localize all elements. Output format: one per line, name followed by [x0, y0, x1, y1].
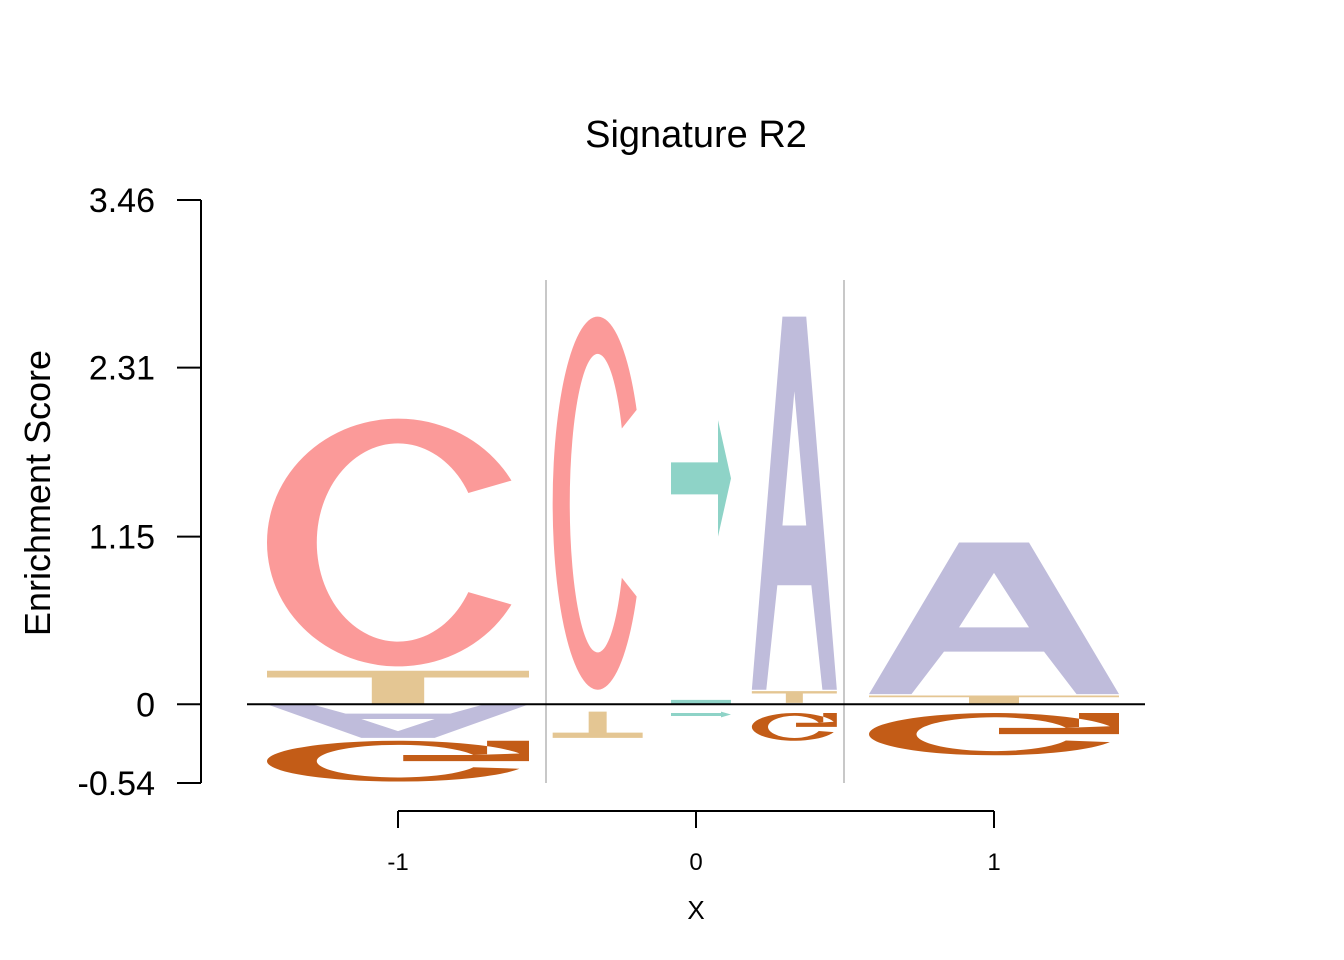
y-tick-label: 3.46	[89, 182, 155, 220]
glyph-c-upper	[552, 316, 637, 690]
arrow-icon	[671, 420, 731, 537]
arrow-small-upper-icon	[671, 699, 731, 705]
y-axis: 3.46 2.31 1.15 0 -0.54	[78, 182, 202, 803]
y-tick-label: 1.15	[89, 519, 155, 557]
glyph-a-lower	[267, 704, 529, 738]
y-tick-label: 0	[136, 686, 155, 724]
y-axis-label: Enrichment Score	[17, 350, 58, 636]
x-tick-label: -1	[387, 849, 408, 876]
x-axis: -1 0 1	[387, 810, 1001, 876]
x-tick-label: 1	[987, 849, 1000, 876]
arrow-small-lower-icon	[671, 711, 731, 718]
glyph-t-lower	[552, 711, 643, 738]
y-tick-label: -0.54	[78, 765, 156, 803]
glyph-g-lower-group	[751, 713, 837, 741]
glyph-g-lower-group	[267, 740, 529, 782]
glyph-g-lower	[267, 740, 529, 782]
glyph-g-lower	[868, 713, 1119, 756]
chart-title: Signature R2	[585, 114, 807, 156]
glyph-a-upper	[751, 316, 837, 690]
glyph-t-upper	[751, 691, 837, 703]
y-tick-label: 2.31	[89, 350, 155, 388]
x-axis-label: X	[687, 895, 704, 925]
glyph-a-upper	[869, 542, 1119, 695]
logo-glyphs	[266, 316, 1119, 782]
glyph-t-lower-group	[552, 711, 643, 738]
position-separators	[545, 280, 845, 783]
glyph-a-lower-group	[267, 704, 529, 738]
glyph-c-upper	[266, 418, 512, 667]
glyph-g-lower-group	[868, 713, 1119, 756]
x-tick-label: 0	[689, 849, 702, 876]
glyph-t-upper	[267, 670, 529, 705]
glyph-g-lower	[751, 713, 837, 741]
glyph-t-upper	[869, 695, 1119, 705]
